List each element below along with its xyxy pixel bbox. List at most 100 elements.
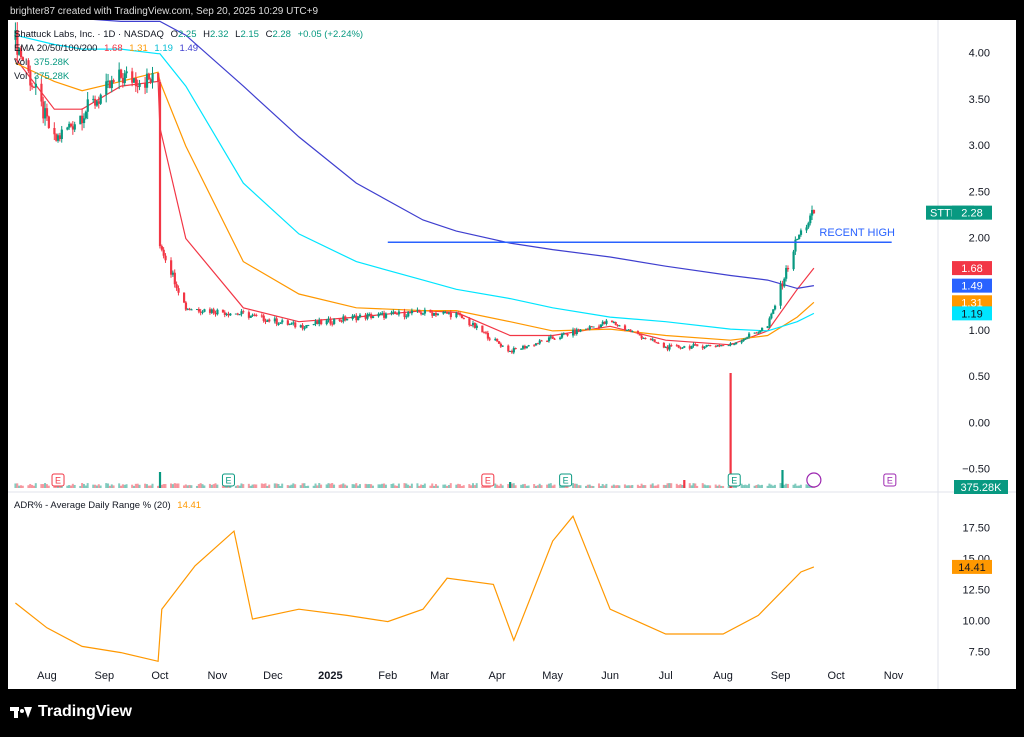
candle-body <box>755 332 758 334</box>
time-tick-label: Nov <box>884 670 904 682</box>
adr-tick-label: 17.50 <box>962 523 990 535</box>
price-chart-svg[interactable]: 4.003.503.002.502.001.501.000.500.00−0.5… <box>8 11 1016 689</box>
volume-bar <box>497 485 500 488</box>
candle-body <box>601 321 604 325</box>
volume-bar <box>449 483 452 488</box>
candle-body <box>618 325 621 327</box>
volume-tag-value: 375.28K <box>961 482 1003 494</box>
candle-body <box>705 345 708 348</box>
candle-body <box>597 326 601 328</box>
volume-bar <box>71 483 74 488</box>
volume-bar <box>331 483 334 488</box>
price-tag-value: 1.68 <box>961 263 982 275</box>
volume-bar <box>99 485 102 488</box>
volume-bar <box>618 485 621 488</box>
time-tick-label: Aug <box>37 670 57 682</box>
volume-bar <box>720 485 723 488</box>
volume-bar <box>496 484 499 488</box>
volume-bar <box>599 485 602 488</box>
candle-body <box>95 101 99 106</box>
candle-body <box>642 337 645 339</box>
candle-body <box>796 238 799 240</box>
recent-high-line: RECENT HIGH <box>387 227 895 243</box>
volume-bar <box>807 485 810 488</box>
candle-body <box>657 342 660 344</box>
earnings-marker <box>481 473 495 487</box>
candle-body <box>383 312 386 318</box>
candle-body <box>366 314 369 319</box>
close-label: C <box>265 29 273 40</box>
candle-body <box>216 309 219 315</box>
volume-bar <box>390 483 393 488</box>
candle-body <box>592 326 595 328</box>
candle-body <box>305 325 308 329</box>
volume-bar <box>718 484 721 488</box>
candle-body <box>177 288 180 293</box>
volume-bar <box>614 485 617 488</box>
volume-bar <box>86 483 89 488</box>
volume-bar <box>547 483 550 488</box>
candle-body <box>494 339 497 341</box>
candle-body <box>809 215 812 224</box>
volume-bar <box>514 485 517 488</box>
candle-body <box>523 345 527 349</box>
volume-bar <box>677 485 680 488</box>
candles <box>14 22 816 355</box>
volume-bar <box>320 484 323 488</box>
volume-bar <box>631 484 634 488</box>
adr-label: ADR% - Average Daily Range % (20) <box>14 500 171 511</box>
volume-bar <box>651 483 654 488</box>
volume-bar <box>410 483 413 488</box>
candle-body <box>210 309 213 313</box>
tradingview-logo[interactable]: TradingView <box>10 703 132 721</box>
candle-body <box>242 311 245 313</box>
candle-body <box>423 309 427 314</box>
candle-body <box>294 322 297 328</box>
price-tag-bg <box>952 261 992 276</box>
adr-tag-value: 14.41 <box>958 562 986 574</box>
volume-bar <box>579 485 582 488</box>
volume-bar <box>358 484 361 488</box>
volume-bar <box>575 483 578 488</box>
volume-bar <box>442 484 445 488</box>
volume-bar <box>522 484 525 488</box>
candle-body <box>247 312 251 318</box>
candle-body <box>268 319 271 322</box>
candle-body <box>125 71 128 74</box>
volume-bar <box>110 484 113 488</box>
chart-panel[interactable]: 4.003.503.002.502.001.501.000.500.00−0.5… <box>8 11 1016 689</box>
volume-bar <box>138 484 141 488</box>
candle-body <box>484 332 488 334</box>
candle-body <box>457 312 460 314</box>
price-tag-bg <box>952 295 992 310</box>
candle-body <box>357 316 360 321</box>
volume-bar <box>132 485 135 488</box>
volume-spike <box>781 470 784 488</box>
close-value: 2.28 <box>272 29 291 40</box>
candle-body <box>720 345 723 347</box>
candle-body <box>560 333 564 338</box>
volume-bar <box>105 483 108 488</box>
candle-body <box>462 318 465 320</box>
candle-body <box>73 124 76 130</box>
volume-bar <box>325 484 328 488</box>
candle-body <box>55 134 58 141</box>
volume-bar <box>383 483 386 488</box>
candle-body <box>19 48 23 58</box>
volume-bar <box>273 483 276 488</box>
candle-body <box>418 309 421 313</box>
candle-body <box>735 342 738 345</box>
volume-bar <box>446 485 449 488</box>
candle-body <box>623 325 627 331</box>
candle-body <box>470 325 473 327</box>
open-value: 2.25 <box>177 29 197 40</box>
volume-bar <box>384 484 387 488</box>
volume-bar <box>753 485 756 488</box>
candle-body <box>651 339 654 341</box>
candle-body <box>82 118 86 124</box>
volume-bar <box>666 483 669 488</box>
volume-bar <box>144 483 147 488</box>
candle-body <box>303 328 306 330</box>
candle-body <box>301 325 304 329</box>
candle-body <box>344 316 347 321</box>
